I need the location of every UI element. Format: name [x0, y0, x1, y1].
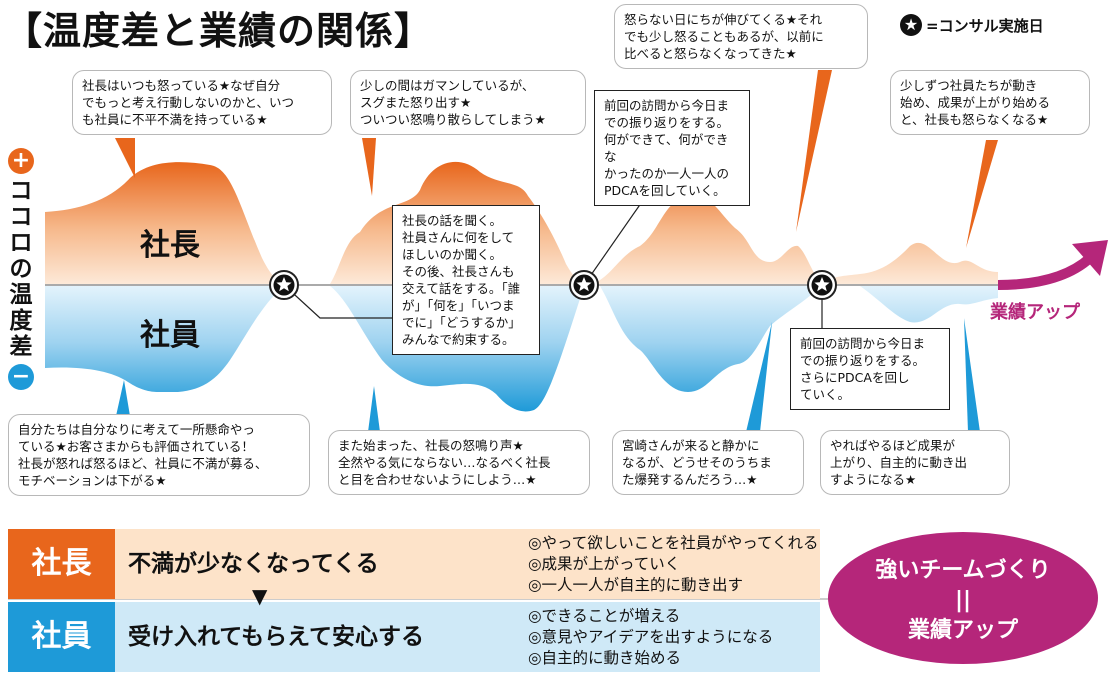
list-item: ◎意見やアイデアを出すようになる — [528, 628, 774, 646]
growth-arrowhead — [1072, 240, 1108, 276]
pointer-bottom-3 — [746, 322, 772, 432]
bubble-president-4: 少しずつ社員たちが動き 始め、成果が上がり始める と、社長も怒らなくなる★ — [890, 70, 1090, 135]
summary-points-employees: ◎できることが増える ◎意見やアイデアを出すようになる ◎自主的に動き始める — [528, 606, 773, 669]
down-arrow-icon: ▼ — [252, 584, 268, 608]
employees-wave-label: 社員 — [140, 318, 200, 353]
pointer-top-2 — [362, 138, 376, 196]
vertical-axis: + ココロの温度差 − — [4, 148, 38, 390]
list-item: ◎自主的に動き始める — [528, 649, 682, 667]
pointer-top-4 — [966, 140, 998, 248]
summary-tag-president: 社長 — [8, 529, 115, 599]
consult-marker-1 — [269, 270, 299, 300]
pointer-bottom-2 — [368, 386, 380, 432]
pointer-top-1 — [115, 138, 135, 178]
bubble-president-2: 少しの間はガマンしているが、 スグまた怒り出す★ ついつい怒鳴り散らしてしまう★ — [350, 70, 586, 135]
list-item: ◎やって欲しいことを社員がやってくれる — [528, 534, 819, 552]
result-oval: 強いチームづくり || 業績アップ — [828, 532, 1098, 664]
minus-icon: − — [8, 364, 34, 390]
plus-icon: + — [8, 148, 34, 174]
consult-marker-3 — [807, 270, 837, 300]
consult-box-3: 前回の訪問から今日ま での振り返りをする。 さらにPDCAを回し ていく。 — [790, 328, 950, 410]
bubble-employees-4: やればやるほど成果が 上がり、自主的に動き出 すようになる★ — [820, 430, 1010, 495]
bubble-employees-1: 自分たちは自分なりに考えて一所懸命やっ ている★お客さまからも評価されている！ … — [8, 414, 310, 496]
consult-box-2: 前回の訪問から今日ま での振り返りをする。 何ができて、何ができな かったのか一… — [594, 90, 750, 206]
bubble-president-1: 社長はいつも怒っている★なぜ自分 でもっと考え行動しないのかと、いつ も社員に不… — [72, 70, 332, 135]
pointer-top-3 — [796, 70, 832, 232]
page-title: 【温度差と業績の関係】 — [4, 9, 434, 53]
result-line-2: || — [954, 588, 972, 613]
result-line-3: 業績アップ — [907, 618, 1018, 643]
bubble-president-3: 怒らない日にちが伸びてくる★それ でも少し怒ることもあるが、以前に 比べると怒ら… — [614, 4, 868, 69]
list-item: ◎一人一人が自主的に動き出す — [528, 576, 744, 594]
list-item: ◎できることが増える — [528, 607, 681, 625]
star-icon: ★ — [900, 14, 922, 36]
summary-row-employees: 社員 受け入れてもらえて安心する ◎できることが増える ◎意見やアイデアを出すよ… — [8, 602, 820, 672]
consult-marker-2 — [569, 270, 599, 300]
summary-text-president: 不満が少なくなってくる — [128, 551, 379, 577]
bubble-employees-2: また始まった、社長の怒鳴り声★ 全然やる気にならない…なるべく社長 と目を合わせ… — [328, 430, 590, 495]
consult-box-1: 社長の話を聞く。 社員さんに何をして ほしいのか聞く。 その後、社長さんも 交え… — [392, 205, 540, 355]
pointer-bottom-4 — [964, 318, 980, 432]
legend-label: =コンサル実施日 — [926, 16, 1044, 35]
summary-row-president: 社長 不満が少なくなってくる ◎やって欲しいことを社員がやってくれる ◎成果が上… — [8, 529, 820, 599]
summary-points-president: ◎やって欲しいことを社員がやってくれる ◎成果が上がっていく ◎一人一人が自主的… — [528, 533, 819, 596]
list-item: ◎成果が上がっていく — [528, 555, 681, 573]
connector-1 — [283, 284, 392, 319]
growth-label: 業績アップ — [990, 302, 1080, 323]
president-wave-label: 社長 — [140, 228, 200, 263]
connector-2 — [583, 195, 647, 286]
bubble-employees-3: 宮崎さんが来ると静かに なるが、どうせそのうちま た爆発するんだろう…★ — [612, 430, 804, 495]
axis-label: ココロの温度差 — [9, 178, 33, 360]
summary-tag-employees: 社員 — [8, 602, 115, 672]
summary-text-employees: 受け入れてもらえて安心する — [128, 624, 425, 650]
pointer-bottom-1 — [116, 380, 130, 416]
legend: ★ =コンサル実施日 — [900, 14, 1044, 36]
growth-arrow — [997, 254, 1094, 290]
result-line-1: 強いチームづくり — [875, 558, 1051, 583]
